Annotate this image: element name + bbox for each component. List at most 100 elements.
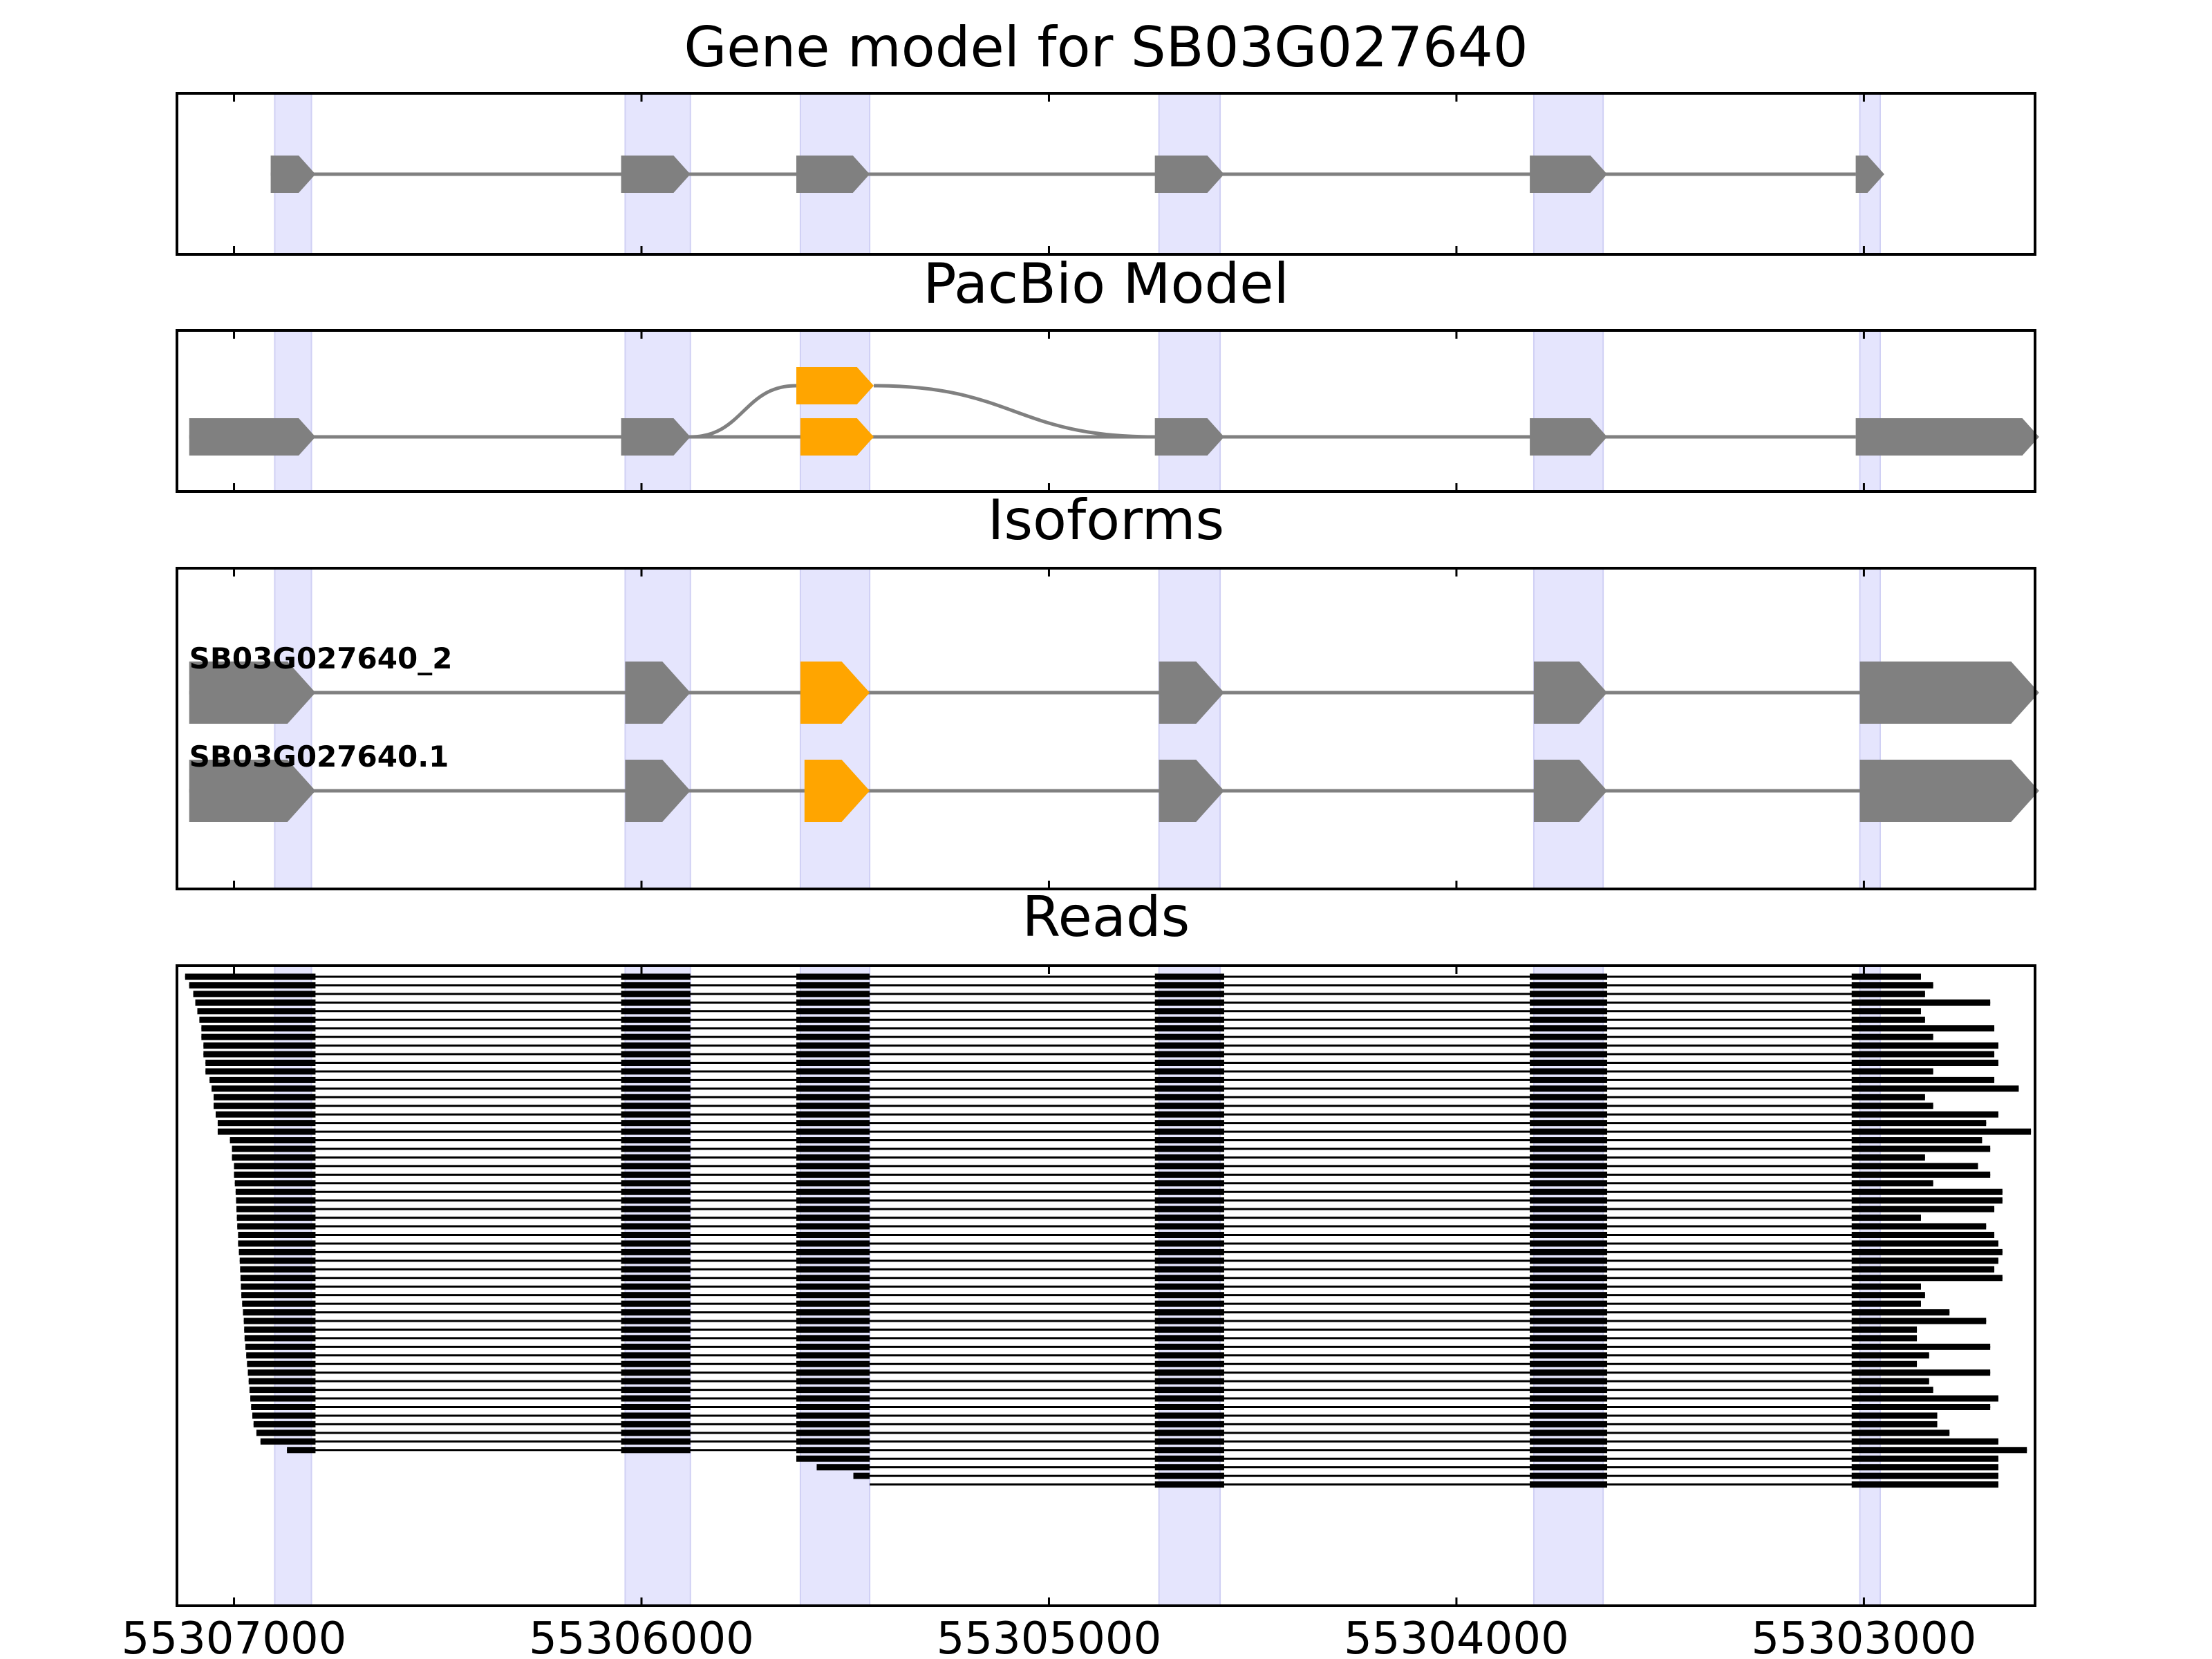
read-block [796, 1232, 870, 1238]
read-block [1851, 1197, 2003, 1204]
highlight-band [799, 330, 871, 492]
read-block [1530, 1378, 1608, 1385]
isoform-label: SB03G027640_2 [189, 641, 453, 675]
x-tick-label: 55305000 [937, 1613, 1162, 1659]
read-block [796, 1275, 870, 1282]
read-block [796, 1051, 870, 1058]
read-block [796, 1094, 870, 1100]
read-block [796, 1033, 870, 1040]
read-block [1851, 1360, 1918, 1367]
read-block [796, 1309, 870, 1316]
read-block [214, 1094, 316, 1100]
read-block [216, 1111, 316, 1118]
read [232, 1145, 1991, 1152]
read-block [621, 1447, 691, 1454]
read-block [1851, 1068, 1933, 1075]
splice-arc [873, 384, 1155, 439]
read-block [241, 1292, 316, 1299]
read-block [1154, 1283, 1224, 1290]
read-block [1154, 973, 1224, 980]
read-block [621, 1369, 691, 1376]
read-block [621, 1103, 691, 1109]
read-block [621, 1206, 691, 1212]
read [205, 1060, 1998, 1066]
exon [796, 156, 870, 193]
read-block [1154, 1068, 1224, 1075]
read-block [1154, 1360, 1224, 1367]
read [185, 973, 1921, 980]
read-block [1851, 1387, 1933, 1394]
exon [625, 662, 691, 724]
read-block [796, 1352, 870, 1359]
read-block [1530, 1343, 1608, 1350]
read-block [1154, 1240, 1224, 1247]
read-block [1530, 1128, 1608, 1135]
read-block [1154, 1378, 1224, 1385]
read-block [239, 1257, 316, 1264]
exon [1159, 662, 1224, 724]
read-block [1154, 1206, 1224, 1212]
exon [189, 760, 316, 822]
read-block [1851, 1438, 1998, 1445]
panel-frame [176, 964, 2036, 1607]
read [247, 1369, 1991, 1376]
read-block [1851, 1481, 1998, 1488]
read-block [796, 1145, 870, 1152]
read-block [796, 1085, 870, 1092]
read-block [248, 1378, 316, 1385]
read-block [1851, 1352, 1929, 1359]
read [853, 1472, 1998, 1479]
read-block [1154, 1094, 1224, 1100]
alternative-exon [796, 367, 874, 404]
read [235, 1188, 2003, 1195]
read-block [1530, 1163, 1608, 1170]
read-block [1154, 1412, 1224, 1419]
read [189, 982, 1933, 988]
read-block [796, 1292, 870, 1299]
read-block [1530, 1240, 1608, 1247]
read-block [1530, 1404, 1608, 1410]
read-block [621, 1051, 691, 1058]
read-block [237, 1223, 316, 1230]
read-block [621, 1197, 691, 1204]
read-block [796, 1447, 870, 1454]
read-block [1530, 1033, 1608, 1040]
highlight-band [274, 330, 312, 492]
read-block [251, 1404, 316, 1410]
read-block [236, 1206, 316, 1212]
read [193, 991, 1925, 997]
read-block [796, 1188, 870, 1195]
read-block [1154, 1163, 1224, 1170]
read-block [1851, 1318, 1987, 1324]
read [214, 1103, 1933, 1109]
exon [189, 662, 316, 724]
read-block [796, 1421, 870, 1427]
read-block [1530, 1275, 1608, 1282]
read-block [1154, 1455, 1224, 1462]
read-block [249, 1387, 316, 1394]
read [250, 1395, 1998, 1402]
read-block [240, 1266, 316, 1273]
isoform-label: SB03G027640.1 [189, 740, 449, 774]
read-block [244, 1326, 316, 1333]
read-block [1851, 1042, 1998, 1049]
splice-arc [690, 384, 797, 439]
read-block [232, 1154, 316, 1161]
exon [1855, 418, 2039, 456]
plot-gene-model [176, 92, 2036, 256]
panel-title-reads: Reads [1022, 885, 1190, 949]
read-block [1154, 1335, 1224, 1342]
panel-pacbio-model: PacBio Model [176, 252, 2039, 493]
highlight-band [624, 568, 691, 890]
exon [189, 418, 316, 456]
read-block [1851, 1412, 1938, 1419]
read-block [1851, 1300, 1921, 1307]
read-block [244, 1335, 316, 1342]
panel-frame [176, 567, 2036, 890]
read-block [621, 982, 691, 988]
alternative-exon [800, 418, 874, 456]
panel-gene-model: Gene model for SB03G027640 [176, 15, 2036, 256]
read-block [621, 1318, 691, 1324]
read [244, 1335, 1918, 1342]
exon [625, 760, 691, 822]
